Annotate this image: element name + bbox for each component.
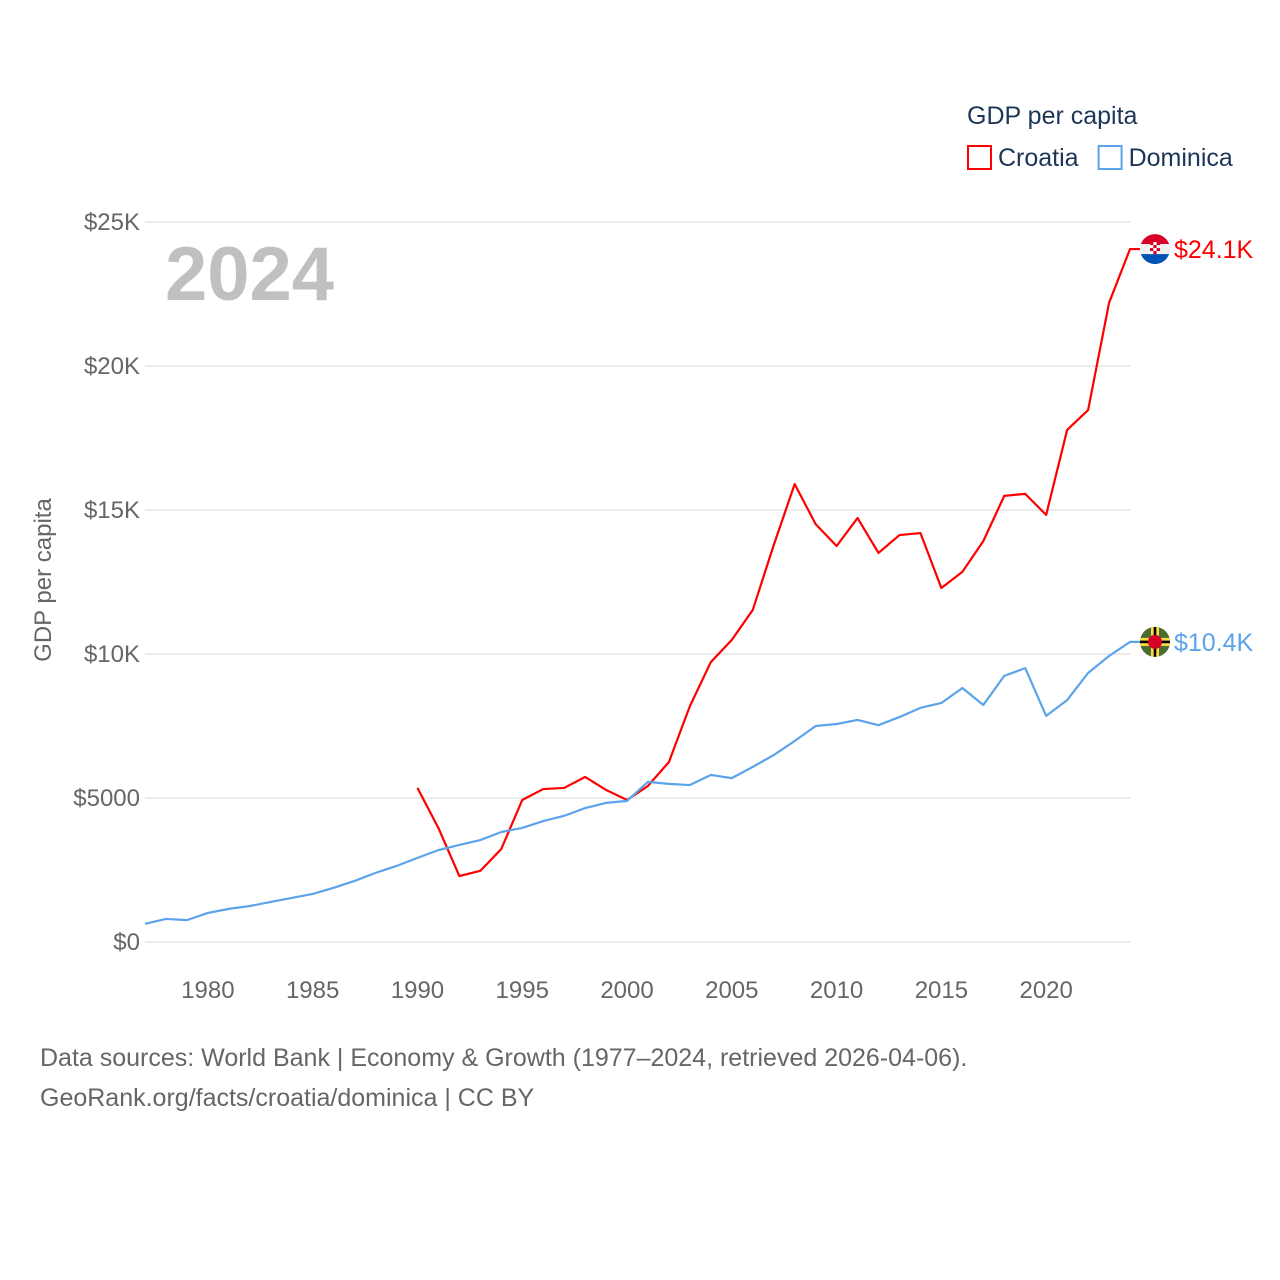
flag-disc [1148,634,1162,649]
legend-label-dominica: Dominica [1129,144,1233,172]
x-tick-label: 2000 [600,977,653,1004]
legend-swatch-dominica [1097,145,1123,170]
footer-sources: Data sources: World Bank | Economy & Gro… [40,1044,968,1072]
end-value-label-croatia: $24.1K [1174,236,1254,264]
flag-check [1153,242,1157,246]
croatia-flag-icon [1140,234,1170,265]
legend-title: GDP per capita [967,102,1138,130]
year-label: 2024 [165,232,334,317]
y-tick-label: $10K [84,641,140,668]
flag-check [1156,251,1160,255]
footer-link[interactable]: GeoRank.org/facts/croatia/dominica | CC … [40,1084,535,1112]
flag-check [1156,245,1160,249]
y-tick-label: $5000 [73,785,140,812]
flag-check [1153,248,1157,252]
x-tick-label: 2005 [705,977,758,1004]
flag-body [1140,234,1170,265]
legend-label-croatia: Croatia [998,144,1079,172]
y-axis-label: GDP per capita [30,498,57,662]
x-tick-label: 2010 [810,977,863,1004]
flag-stripe [1140,254,1170,265]
series-line-croatia [416,247,1140,878]
x-tick-label: 1995 [496,977,549,1004]
x-tick-label: 1990 [391,977,444,1004]
x-tick-label: 2015 [915,977,968,1004]
flag-body [1140,626,1170,657]
y-tick-label: $25K [84,209,140,236]
x-tick-label: 1985 [286,977,339,1004]
flag-check [1150,245,1154,249]
y-tick-label: $20K [84,353,140,380]
end-value-label-dominica: $10.4K [1174,629,1254,657]
dominica-flag-icon [1140,626,1170,657]
flag-stripe [1140,234,1170,245]
flag-check [1150,251,1154,255]
series-line-dominica [144,640,1140,925]
x-tick-label: 2020 [1019,977,1072,1004]
y-tick-label: $0 [113,929,140,956]
y-tick-label: $15K [84,497,140,524]
x-tick-label: 1980 [181,977,234,1004]
legend-swatch-croatia [967,145,992,170]
